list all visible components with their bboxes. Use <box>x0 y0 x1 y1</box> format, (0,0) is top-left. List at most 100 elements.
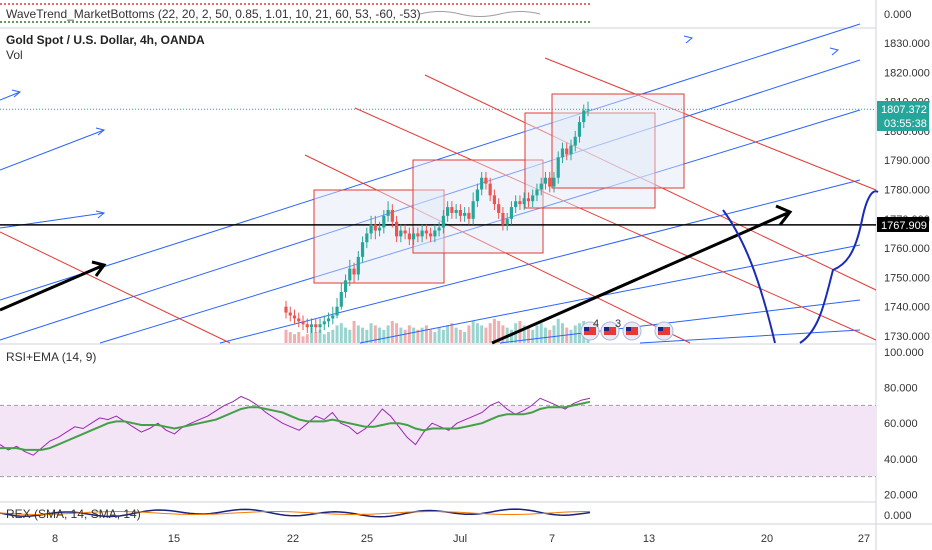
time-tick-label: 8 <box>52 533 58 545</box>
event-flag-icon[interactable] <box>580 321 600 341</box>
wavetrend-pane[interactable]: WaveTrend_MarketBottoms (22, 20, 2, 50, … <box>0 3 912 23</box>
volume-bar <box>416 329 420 343</box>
candle-body <box>352 268 356 275</box>
volume-bar <box>446 325 450 343</box>
volume-bar <box>522 325 526 343</box>
rsi-ema-line <box>0 400 591 451</box>
volume-bar <box>535 325 539 343</box>
candle-body <box>454 210 458 213</box>
event-flag-icon[interactable] <box>622 321 642 341</box>
wavetrend-wave <box>419 11 541 17</box>
volume-bar <box>412 327 416 343</box>
price-tick-label: 1820.000 <box>884 67 930 79</box>
volume-bar <box>327 332 331 343</box>
time-tick-label: 7 <box>549 533 555 545</box>
flag-stripes <box>584 327 596 335</box>
candle-body <box>369 224 373 234</box>
wavetrend-axis-value: 0.000 <box>884 9 912 21</box>
candle-body <box>488 183 492 196</box>
candle-body <box>458 210 462 216</box>
volume-bar <box>390 321 394 343</box>
price-tick-label: 1760.000 <box>884 243 930 255</box>
candle-body <box>586 109 590 111</box>
candle-body <box>386 210 390 216</box>
rex-label: REX (SMA, 14, SMA, 14) <box>6 507 141 521</box>
candle-body <box>560 148 565 158</box>
candle-body <box>343 280 348 293</box>
candle-body <box>463 212 467 216</box>
volume-bar <box>348 329 352 343</box>
channel-line-blue <box>639 329 861 344</box>
channel-line-blue <box>0 91 21 101</box>
event-count-badge: 3 <box>615 318 621 330</box>
candle-body <box>373 224 377 231</box>
candle-body <box>301 321 305 325</box>
channel-arrowhead <box>95 210 106 219</box>
volume-bar <box>293 334 297 343</box>
candle-body <box>518 201 522 205</box>
volume-bar <box>361 327 365 343</box>
candle-body <box>582 110 586 123</box>
rex-pane[interactable]: REX (SMA, 14, SMA, 14) 0.000 <box>0 507 912 522</box>
candle-body <box>416 233 420 237</box>
volume-bar <box>284 329 288 343</box>
volume-bar <box>463 332 467 343</box>
volume-bar <box>437 327 441 343</box>
volume-bar <box>458 329 462 343</box>
volume-bar <box>454 327 458 343</box>
volume-bar <box>560 323 564 343</box>
channel-line-blue <box>499 299 861 344</box>
candle-body <box>441 215 445 228</box>
candle-body <box>467 212 471 219</box>
rex-line <box>0 508 591 518</box>
volume-bar <box>378 327 382 343</box>
flag-canton <box>658 327 663 331</box>
event-flag-icon[interactable] <box>600 321 620 341</box>
channel-line-blue <box>0 129 105 171</box>
hand-drawn-curve <box>799 190 879 344</box>
current-price-bg <box>877 101 929 131</box>
range-box <box>524 112 656 209</box>
candle-body <box>480 177 484 190</box>
rsi-pane[interactable]: RSI+EMA (14, 9) 100.000 80.000 60.000 40.00… <box>0 347 924 501</box>
rsi-label: RSI+EMA (14, 9) <box>6 350 96 364</box>
current-price-tag: 1807.372 03:55:38 <box>877 101 929 131</box>
price-axis[interactable]: 1830.0001820.0001810.0001800.0001790.000… <box>884 38 930 343</box>
event-flag-icon[interactable] <box>654 321 674 341</box>
flag-stripes <box>626 327 638 335</box>
candle-body <box>552 177 556 187</box>
time-tick-label: Jul <box>453 533 467 545</box>
volume-bar <box>339 323 343 343</box>
candle-body <box>577 122 582 137</box>
rex-signal-line <box>0 511 590 515</box>
candle-body <box>446 207 450 216</box>
candle-body <box>548 177 552 187</box>
rex-axis-value: 0.000 <box>884 510 912 522</box>
time-tick-label: 27 <box>858 533 870 545</box>
trend-arrow <box>491 204 793 345</box>
candle-body <box>501 212 505 225</box>
rsi-band <box>0 405 876 477</box>
candle-body <box>360 242 365 257</box>
volume-bar <box>526 327 530 343</box>
channel-arrowhead <box>95 127 106 136</box>
candle-body <box>331 315 335 319</box>
candle-body <box>424 230 428 234</box>
candle-body <box>348 268 352 281</box>
candle-body <box>437 227 441 231</box>
price-tick-label: 1790.000 <box>884 155 930 167</box>
volume-bar <box>407 325 411 343</box>
volume-bar <box>441 329 445 343</box>
candle-body <box>322 321 326 325</box>
time-axis[interactable]: 8 15 22 25 Jul 7 13 20 27 <box>52 533 870 545</box>
volume-bar <box>531 329 535 343</box>
volume-bar <box>318 329 322 343</box>
candle-body <box>514 201 518 208</box>
candle-body <box>314 324 318 328</box>
candle-body <box>492 195 497 205</box>
volume-bar <box>386 325 390 343</box>
rsi-tick-label: 40.000 <box>884 454 918 466</box>
